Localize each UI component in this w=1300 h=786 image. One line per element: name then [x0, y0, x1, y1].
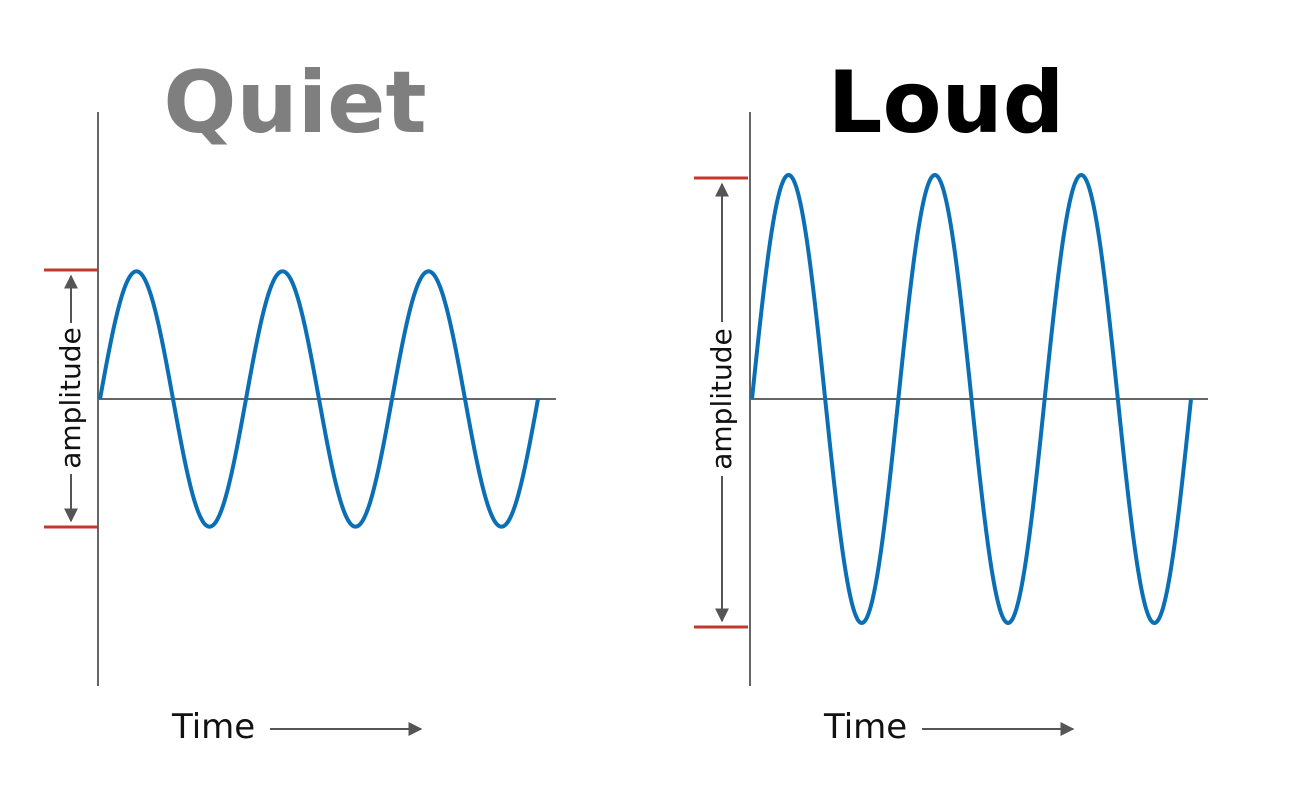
quiet-title: Quiet: [163, 53, 426, 153]
loud-amplitude-label: amplitude: [705, 328, 738, 470]
quiet-sine-wave: [98, 269, 540, 529]
quiet-amplitude-label: amplitude: [54, 327, 87, 469]
loud-time-label: Time: [823, 707, 907, 747]
loud-sine-wave: [750, 172, 1193, 626]
quiet-time-label: Time: [171, 707, 255, 747]
loud-title: Loud: [828, 53, 1065, 153]
quiet-panel: Quiet amplitude Time: [44, 53, 556, 747]
loud-panel: Loud amplitude Time: [694, 53, 1208, 747]
